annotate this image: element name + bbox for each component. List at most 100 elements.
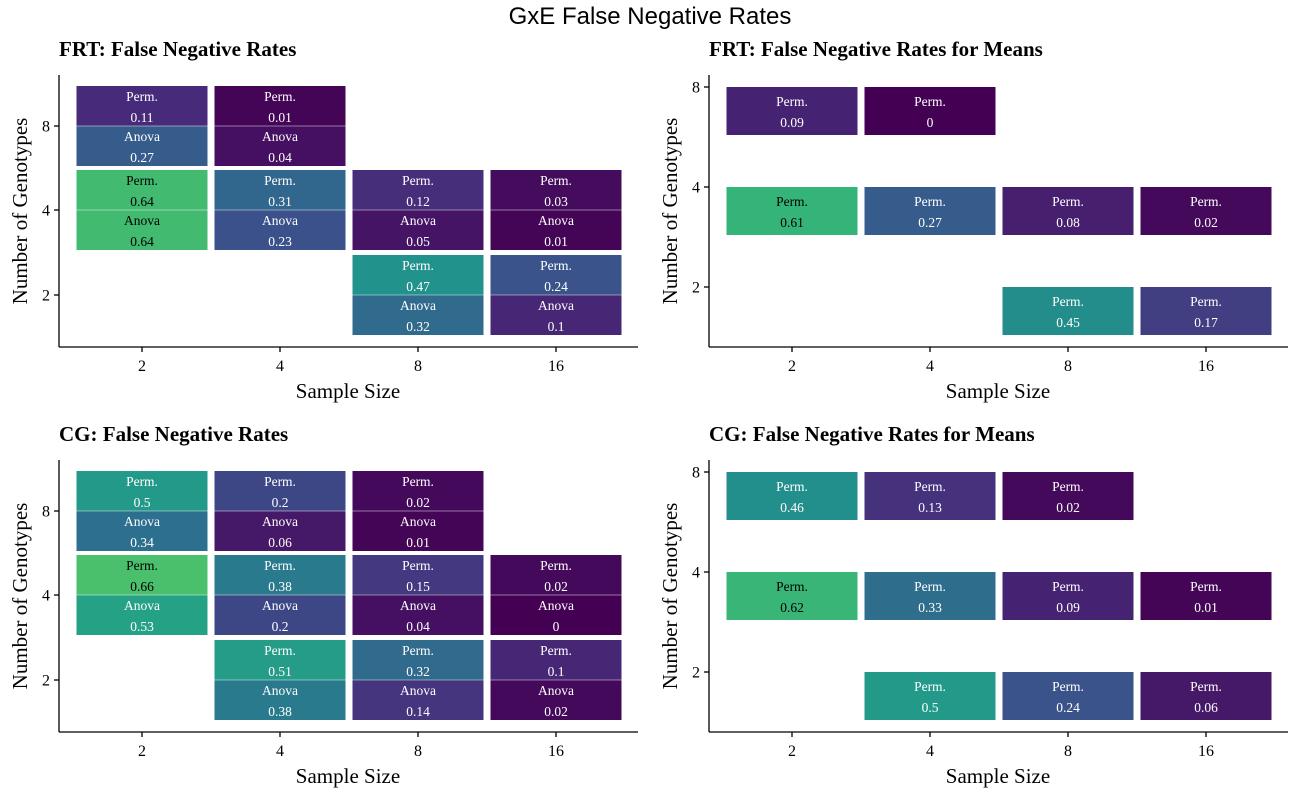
anova-label: Anova — [400, 683, 436, 698]
perm-label: Perm. — [402, 173, 434, 188]
perm-label: Perm. — [776, 194, 808, 209]
x-tick-label: 2 — [138, 743, 146, 760]
x-tick-label: 16 — [548, 743, 564, 760]
perm-value: 0.02 — [406, 495, 430, 510]
anova-value: 0.53 — [130, 619, 154, 634]
perm-label: Perm. — [264, 643, 296, 658]
anova-label: Anova — [262, 514, 298, 529]
x-axis-title: Sample Size — [946, 379, 1050, 403]
perm-label: Perm. — [1190, 679, 1222, 694]
perm-value: 0.02 — [1194, 215, 1218, 230]
anova-value: 0.02 — [544, 704, 568, 719]
perm-label: Perm. — [1052, 294, 1084, 309]
y-axis-title: Number of Genotypes — [8, 503, 32, 690]
x-tick-label: 4 — [926, 743, 934, 760]
x-tick-label: 2 — [138, 358, 146, 375]
y-tick-label: 4 — [692, 180, 700, 197]
perm-label: Perm. — [1052, 679, 1084, 694]
perm-value: 0 — [927, 115, 934, 130]
perm-value: 0.38 — [268, 579, 292, 594]
anova-value: 0.2 — [272, 619, 289, 634]
perm-value: 0.61 — [780, 215, 804, 230]
x-tick-label: 4 — [276, 743, 284, 760]
perm-value: 0.66 — [130, 579, 154, 594]
perm-value: 0.33 — [918, 600, 942, 615]
y-tick-label: 4 — [42, 203, 50, 220]
anova-value: 0.32 — [406, 319, 430, 334]
anova-label: Anova — [400, 213, 436, 228]
anova-value: 0.04 — [268, 150, 292, 165]
perm-label: Perm. — [914, 94, 946, 109]
x-axis-title: Sample Size — [296, 764, 400, 788]
perm-label: Perm. — [264, 173, 296, 188]
anova-label: Anova — [400, 514, 436, 529]
perm-value: 0.27 — [918, 215, 942, 230]
perm-label: Perm. — [402, 258, 434, 273]
perm-label: Perm. — [914, 479, 946, 494]
perm-value: 0.5 — [922, 700, 939, 715]
perm-value: 0.12 — [406, 194, 430, 209]
anova-label: Anova — [262, 683, 298, 698]
perm-label: Perm. — [776, 479, 808, 494]
perm-label: Perm. — [1190, 294, 1222, 309]
perm-value: 0.51 — [268, 664, 292, 679]
y-tick-label: 4 — [42, 588, 50, 605]
x-tick-label: 16 — [1198, 743, 1214, 760]
perm-label: Perm. — [402, 474, 434, 489]
anova-value: 0 — [553, 619, 560, 634]
x-tick-label: 16 — [548, 358, 564, 375]
perm-value: 0.06 — [1194, 700, 1218, 715]
perm-value: 0.24 — [544, 279, 568, 294]
anova-label: Anova — [124, 598, 160, 613]
perm-value: 0.08 — [1056, 215, 1080, 230]
perm-value: 0.02 — [544, 579, 568, 594]
perm-value: 0.24 — [1056, 700, 1080, 715]
panel-1: FRT: False Negative Rates Perm. 0.11 Anova 0… — [8, 37, 638, 403]
anova-label: Anova — [262, 129, 298, 144]
perm-value: 0.11 — [130, 110, 153, 125]
perm-label: Perm. — [1190, 579, 1222, 594]
anova-value: 0.34 — [130, 535, 154, 550]
anova-value: 0.01 — [406, 535, 430, 550]
perm-label: Perm. — [402, 558, 434, 573]
perm-label: Perm. — [914, 194, 946, 209]
anova-value: 0.27 — [130, 150, 154, 165]
panel-title: CG: False Negative Rates for Means — [709, 422, 1035, 446]
anova-label: Anova — [538, 298, 574, 313]
anova-value: 0.64 — [130, 234, 154, 249]
y-tick-label: 8 — [692, 465, 700, 482]
perm-value: 0.01 — [268, 110, 292, 125]
panel-title: FRT: False Negative Rates — [59, 37, 296, 61]
perm-value: 0.15 — [406, 579, 430, 594]
perm-label: Perm. — [126, 173, 158, 188]
perm-value: 0.1 — [548, 664, 565, 679]
y-tick-label: 2 — [692, 665, 700, 682]
anova-label: Anova — [538, 683, 574, 698]
perm-value: 0.32 — [406, 664, 430, 679]
perm-label: Perm. — [1052, 579, 1084, 594]
anova-label: Anova — [262, 598, 298, 613]
panel-title: CG: False Negative Rates — [59, 422, 288, 446]
panels: FRT: False Negative Rates Perm. 0.11 Anova 0… — [8, 37, 1288, 788]
perm-label: Perm. — [126, 474, 158, 489]
perm-value: 0.45 — [1056, 315, 1080, 330]
y-tick-label: 8 — [42, 504, 50, 521]
x-tick-label: 4 — [926, 358, 934, 375]
y-tick-label: 2 — [42, 673, 50, 690]
x-tick-label: 16 — [1198, 358, 1214, 375]
perm-label: Perm. — [914, 679, 946, 694]
anova-label: Anova — [400, 598, 436, 613]
panel-3: CG: False Negative Rates Perm. 0.5 Anova 0.3… — [8, 422, 638, 788]
perm-label: Perm. — [1052, 479, 1084, 494]
perm-label: Perm. — [402, 643, 434, 658]
perm-label: Perm. — [540, 643, 572, 658]
perm-label: Perm. — [1052, 194, 1084, 209]
perm-value: 0.09 — [780, 115, 804, 130]
perm-value: 0.13 — [918, 500, 942, 515]
perm-value: 0.2 — [272, 495, 289, 510]
x-tick-label: 4 — [276, 358, 284, 375]
x-tick-label: 8 — [1064, 743, 1072, 760]
perm-label: Perm. — [126, 558, 158, 573]
perm-value: 0.5 — [134, 495, 151, 510]
